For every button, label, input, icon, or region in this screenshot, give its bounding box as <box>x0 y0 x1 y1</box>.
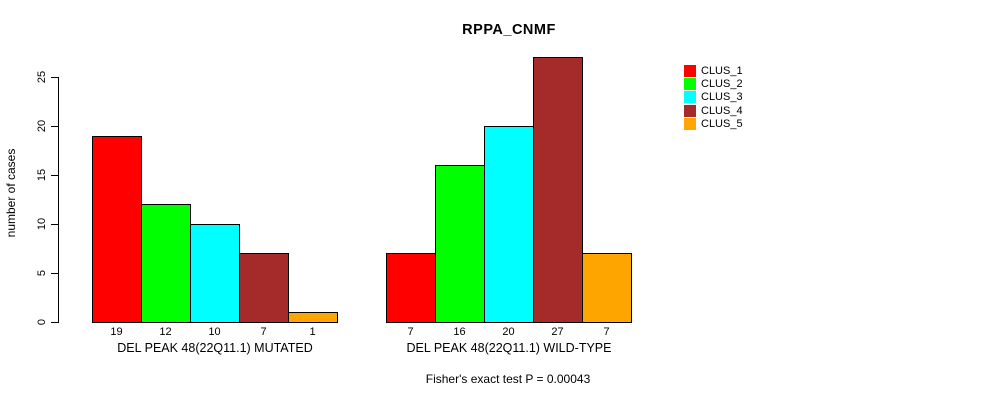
bar-clus_1-group1 <box>92 135 142 323</box>
y-tick-label: 20 <box>36 119 48 133</box>
bar-value-label: 20 <box>502 326 515 338</box>
legend-swatch-icon <box>684 91 696 104</box>
chart-title: RPPA_CNMF <box>462 22 556 38</box>
bar-value-label: 19 <box>110 326 123 338</box>
y-tick-label: 10 <box>36 217 48 231</box>
y-tick-mark <box>51 174 58 176</box>
y-tick-mark <box>51 321 58 323</box>
fisher-test-caption: Fisher's exact test P = 0.00043 <box>425 372 591 386</box>
legend-label: CLUS_4 <box>701 104 743 117</box>
legend-item-clus_2: CLUS_2 <box>684 77 743 91</box>
legend-label: CLUS_5 <box>701 118 743 131</box>
legend: CLUS_1 CLUS_2 CLUS_3 CLUS_4 CLUS_5 <box>684 64 743 131</box>
bar-value-label: 7 <box>260 326 267 338</box>
y-axis-line <box>58 77 59 323</box>
y-tick-mark <box>51 223 58 225</box>
bar-value-label: 16 <box>453 326 466 338</box>
y-tick-mark <box>51 272 58 274</box>
legend-item-clus_5: CLUS_5 <box>684 118 743 131</box>
y-axis-label: number of cases <box>4 148 18 238</box>
y-tick-label: 25 <box>36 70 48 84</box>
legend-label: CLUS_3 <box>701 91 743 104</box>
group-label-2: DEL PEAK 48(22Q11.1) WILD-TYPE <box>406 341 612 355</box>
bar-value-label: 1 <box>309 326 316 338</box>
bar-value-label: 10 <box>208 326 221 338</box>
y-tick-label: 15 <box>36 168 48 182</box>
legend-swatch-icon <box>684 78 696 91</box>
bar-clus_2-group2 <box>435 165 485 323</box>
legend-swatch-icon <box>684 64 696 77</box>
group-label-1: DEL PEAK 48(22Q11.1) MUTATED <box>117 341 313 355</box>
y-tick-mark <box>51 125 58 127</box>
bar-value-label: 27 <box>551 326 564 338</box>
bar-clus_4-group1 <box>239 253 289 323</box>
y-tick-label: 0 <box>36 318 48 326</box>
bar-clus_2-group1 <box>141 204 191 323</box>
y-tick-mark <box>51 76 58 78</box>
legend-item-clus_3: CLUS_3 <box>684 91 743 104</box>
bar-clus_3-group1 <box>190 224 240 323</box>
legend-label: CLUS_1 <box>701 64 743 77</box>
bar-value-label: 7 <box>603 326 610 338</box>
bar-clus_3-group2 <box>484 126 534 323</box>
legend-swatch-icon <box>684 104 696 117</box>
bar-value-label: 7 <box>407 326 414 338</box>
bar-clus_5-group2 <box>582 253 632 323</box>
y-tick-label: 5 <box>36 269 48 277</box>
legend-item-clus_1: CLUS_1 <box>684 64 743 77</box>
bar-clus_1-group2 <box>386 253 436 323</box>
bar-clus_4-group2 <box>533 57 583 323</box>
legend-item-clus_4: CLUS_4 <box>684 104 743 117</box>
bar-clus_5-group1 <box>288 312 338 323</box>
legend-label: CLUS_2 <box>701 78 743 91</box>
legend-swatch-icon <box>684 118 696 131</box>
bar-value-label: 12 <box>159 326 172 338</box>
